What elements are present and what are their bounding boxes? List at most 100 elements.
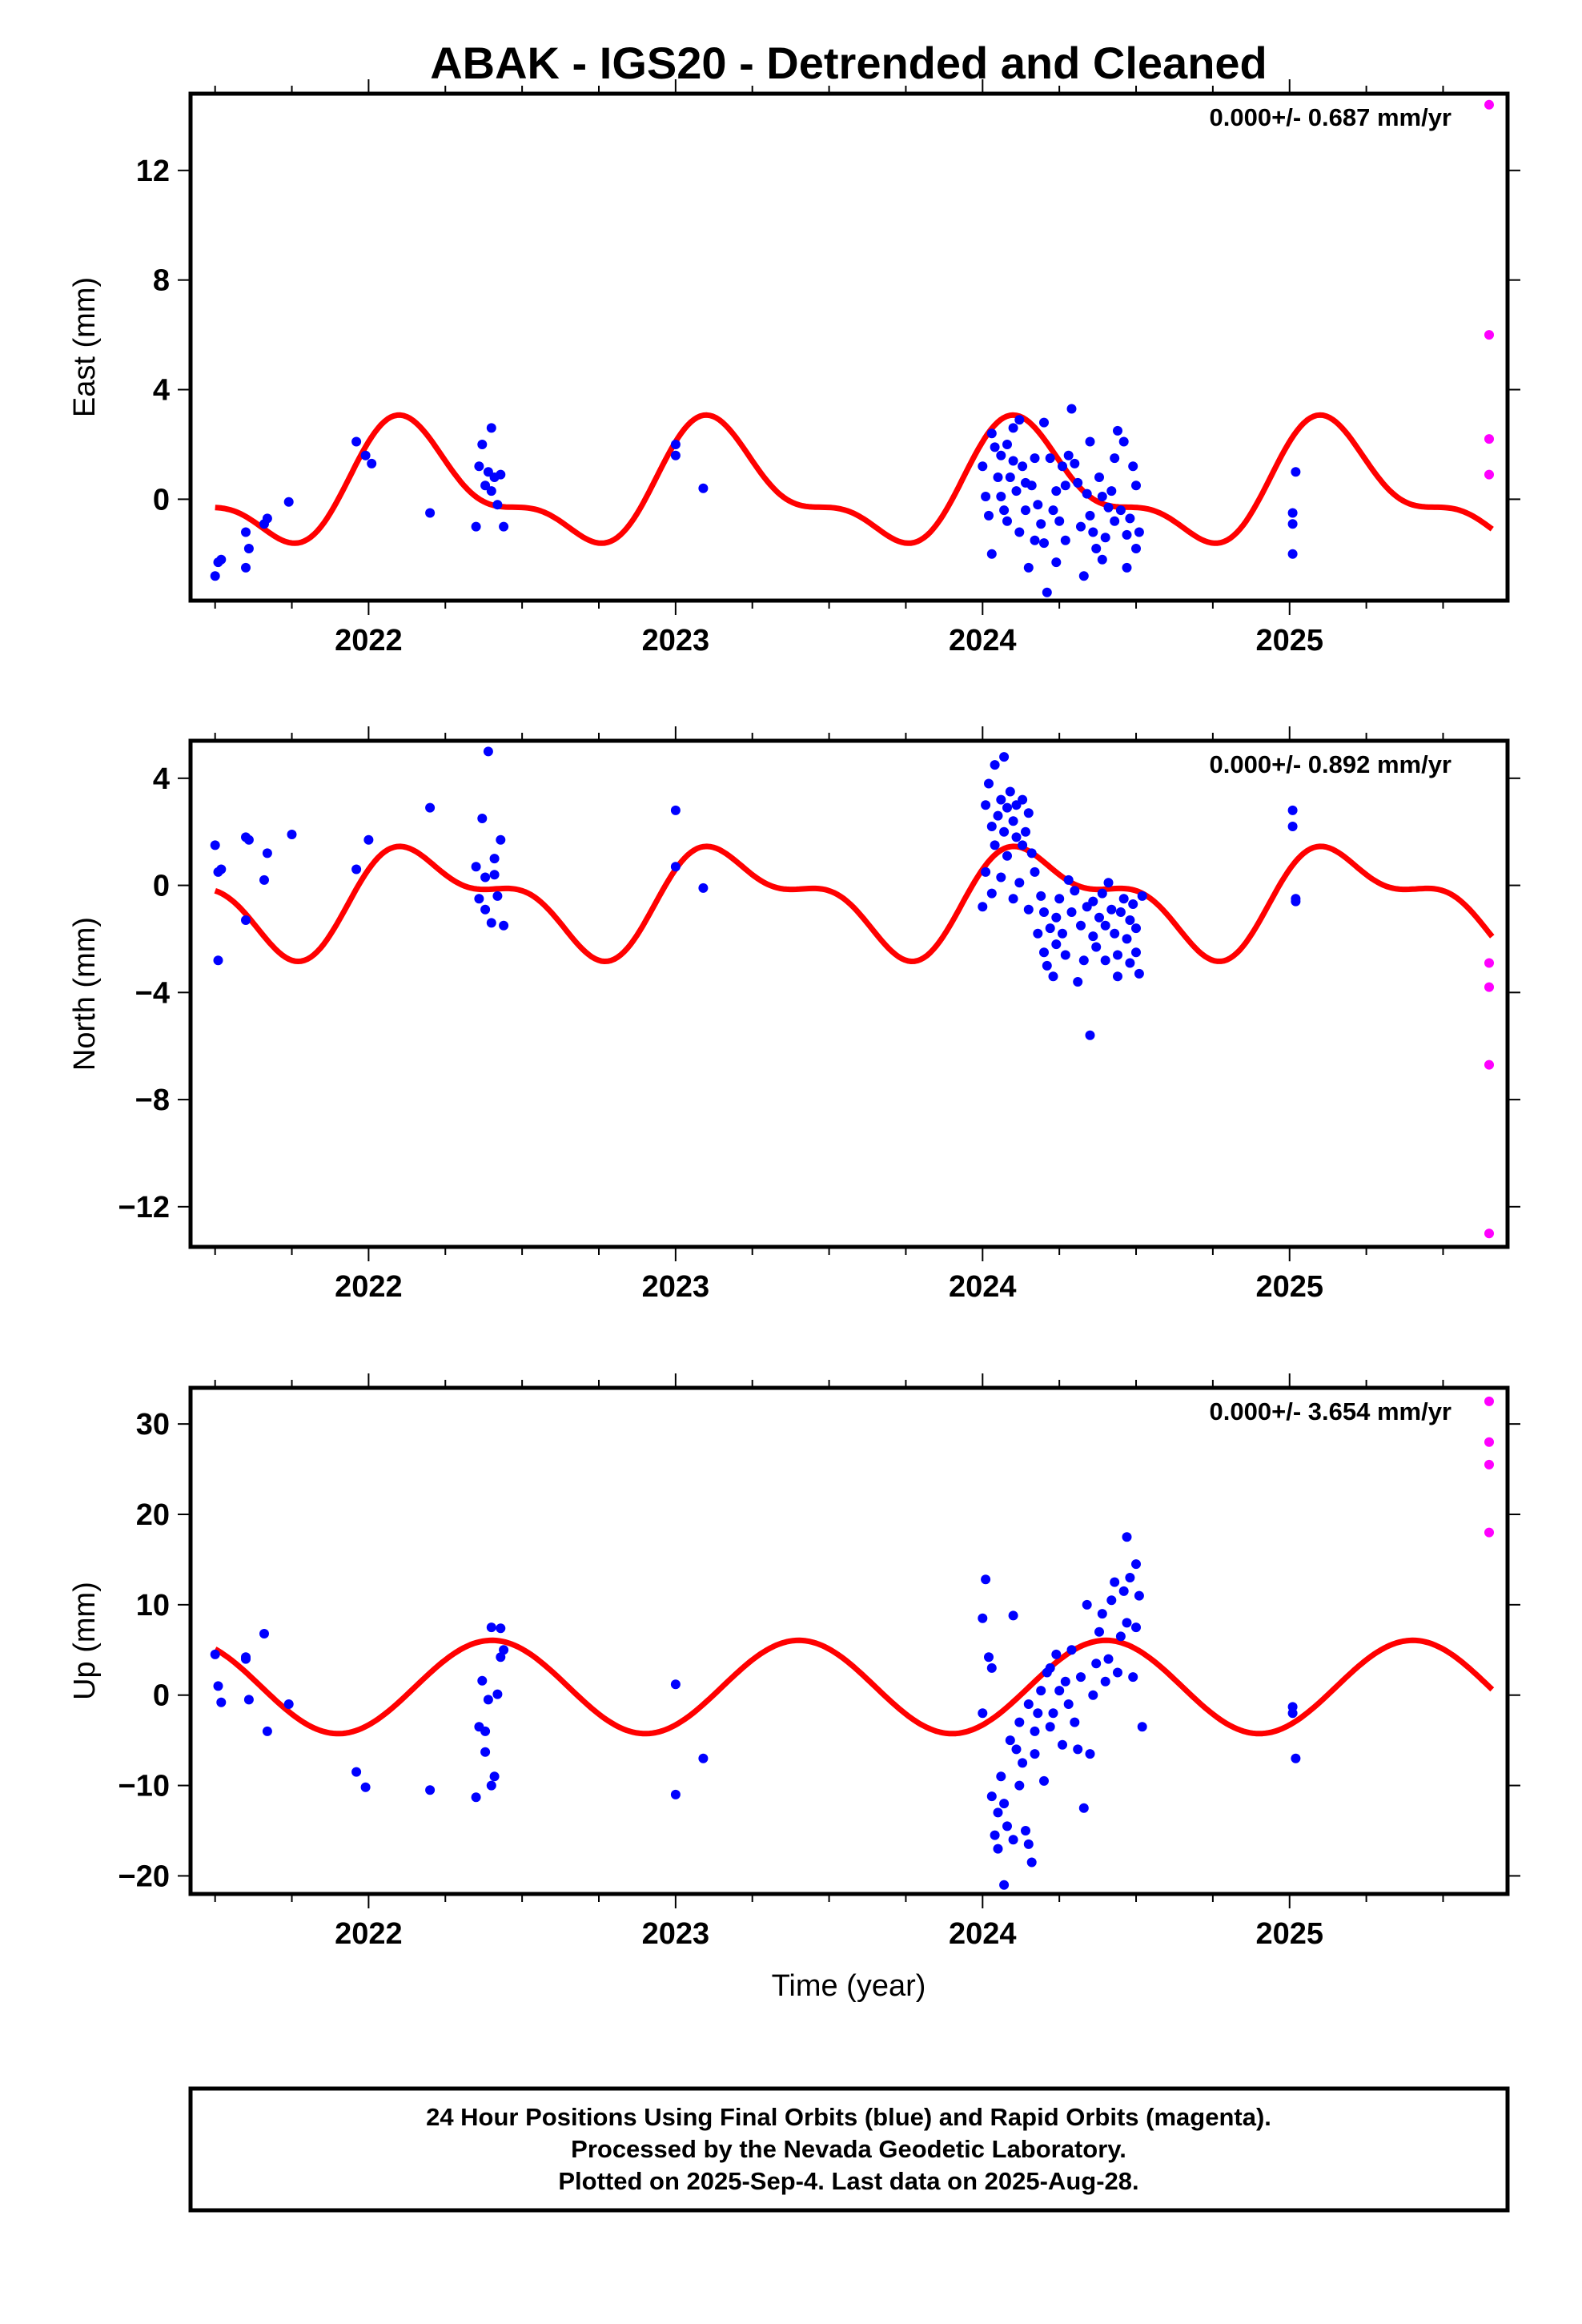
final-orbit-point <box>990 840 1000 850</box>
final-orbit-point <box>996 794 1006 805</box>
y-tick-label: 20 <box>136 1498 170 1532</box>
final-orbit-point <box>1103 502 1114 513</box>
final-orbit-point <box>981 800 991 810</box>
final-orbit-point <box>471 862 481 872</box>
final-orbit-point <box>367 458 377 468</box>
final-orbit-point <box>213 955 223 966</box>
y-tick-label: 4 <box>153 762 170 796</box>
final-orbit-point <box>259 1629 269 1638</box>
final-orbit-point <box>1021 505 1030 516</box>
final-orbit-point <box>1011 486 1022 497</box>
final-orbit-point <box>1002 516 1012 526</box>
final-orbit-point <box>996 872 1006 883</box>
final-orbit-point <box>477 814 488 823</box>
y-tick-label: 12 <box>136 155 170 188</box>
final-orbit-point <box>986 822 997 831</box>
final-orbit-point <box>262 513 272 524</box>
final-orbit-point <box>1066 907 1077 917</box>
final-orbit-point <box>216 554 227 565</box>
final-orbit-point <box>480 480 491 491</box>
plot-title: ABAK - IGS20 - Detrended and Cleaned <box>430 38 1267 88</box>
final-orbit-point <box>1063 1699 1074 1709</box>
final-orbit-point <box>1014 1780 1025 1791</box>
final-orbit-point <box>1100 955 1110 966</box>
rate-label: 0.000+/- 3.654 mm/yr <box>1210 1397 1452 1425</box>
x-tick-label: 2024 <box>949 624 1017 657</box>
final-orbit-point <box>360 1782 371 1792</box>
final-orbit-point <box>1039 1775 1049 1786</box>
final-orbit-point <box>981 866 991 877</box>
final-orbit-point <box>698 1753 709 1763</box>
final-orbit-point <box>262 1726 272 1736</box>
final-orbit-point <box>1134 1590 1144 1601</box>
final-orbit-point <box>1036 891 1046 901</box>
final-orbit-point <box>1122 562 1132 573</box>
final-orbit-point <box>1070 458 1080 468</box>
final-orbit-point <box>1030 453 1040 464</box>
final-orbit-point <box>1291 1753 1301 1763</box>
final-orbit-point <box>1088 527 1098 537</box>
final-orbit-point <box>996 492 1006 501</box>
final-orbit-point <box>1078 955 1089 966</box>
rapid-orbit-point <box>1484 958 1494 968</box>
final-orbit-point <box>1287 1708 1298 1719</box>
x-tick-label: 2022 <box>335 1917 403 1951</box>
final-orbit-point <box>1008 1610 1018 1621</box>
final-orbit-point <box>1113 971 1122 982</box>
model-curve <box>215 412 1494 546</box>
x-tick-label: 2023 <box>642 624 710 657</box>
plot-frame <box>188 91 1510 603</box>
final-orbit-point <box>1039 538 1049 549</box>
final-orbit-point <box>351 864 362 875</box>
y-axis-label: Up (mm) <box>68 1582 102 1700</box>
x-tick-label: 2025 <box>1255 1917 1323 1951</box>
y-tick-label: 0 <box>153 483 170 517</box>
final-orbit-point <box>496 1623 506 1634</box>
final-orbit-point <box>243 544 254 553</box>
final-orbit-point <box>477 440 488 449</box>
final-orbit-point <box>1287 805 1298 815</box>
final-orbit-point <box>1045 923 1055 934</box>
final-orbit-point <box>1054 516 1065 526</box>
y-axis-label: East (mm) <box>68 277 102 417</box>
final-orbit-point <box>993 1844 1003 1854</box>
final-orbit-point <box>483 467 493 477</box>
final-orbit-point <box>996 1771 1006 1782</box>
rate-label: 0.000+/- 0.687 mm/yr <box>1210 103 1452 131</box>
rapid-orbit-point <box>1484 982 1494 992</box>
final-orbit-point <box>1076 521 1086 532</box>
y-tick-label: 4 <box>153 374 170 408</box>
final-orbit-point <box>480 1747 491 1757</box>
final-orbit-point <box>241 527 251 537</box>
final-orbit-point <box>425 1785 436 1795</box>
final-orbit-point <box>986 1791 997 1802</box>
final-orbit-point <box>1033 1708 1043 1719</box>
final-orbit-point <box>1128 461 1138 472</box>
final-orbit-point <box>1014 415 1025 425</box>
final-orbit-point <box>1070 886 1080 896</box>
final-orbit-point <box>1058 928 1067 939</box>
footer-line-1: 24 Hour Positions Using Final Orbits (bl… <box>426 2103 1271 2131</box>
final-orbit-point <box>241 915 251 925</box>
plot-frame <box>188 1385 1510 1896</box>
final-orbit-point <box>1291 467 1301 477</box>
final-orbit-point <box>1063 875 1074 885</box>
rapid-orbit-point <box>1484 1527 1494 1538</box>
final-orbit-point <box>1011 1744 1022 1755</box>
rapid-orbit-point <box>1484 1396 1494 1406</box>
final-orbit-point <box>1048 505 1058 516</box>
final-orbit-point <box>1063 450 1074 460</box>
final-orbit-point <box>1085 436 1095 447</box>
final-orbit-point <box>1125 915 1135 925</box>
final-orbit-point <box>1030 535 1040 545</box>
final-orbit-point <box>1094 472 1104 482</box>
final-orbit-point <box>1018 1758 1028 1768</box>
final-orbit-point <box>471 521 481 532</box>
final-orbit-point <box>1002 440 1012 449</box>
final-orbit-point <box>474 461 484 472</box>
final-orbit-point <box>1008 423 1018 433</box>
final-orbit-point <box>986 428 997 439</box>
final-orbit-point <box>1026 1857 1037 1868</box>
rapid-orbit-point <box>1484 469 1494 480</box>
final-orbit-point <box>1097 554 1107 565</box>
